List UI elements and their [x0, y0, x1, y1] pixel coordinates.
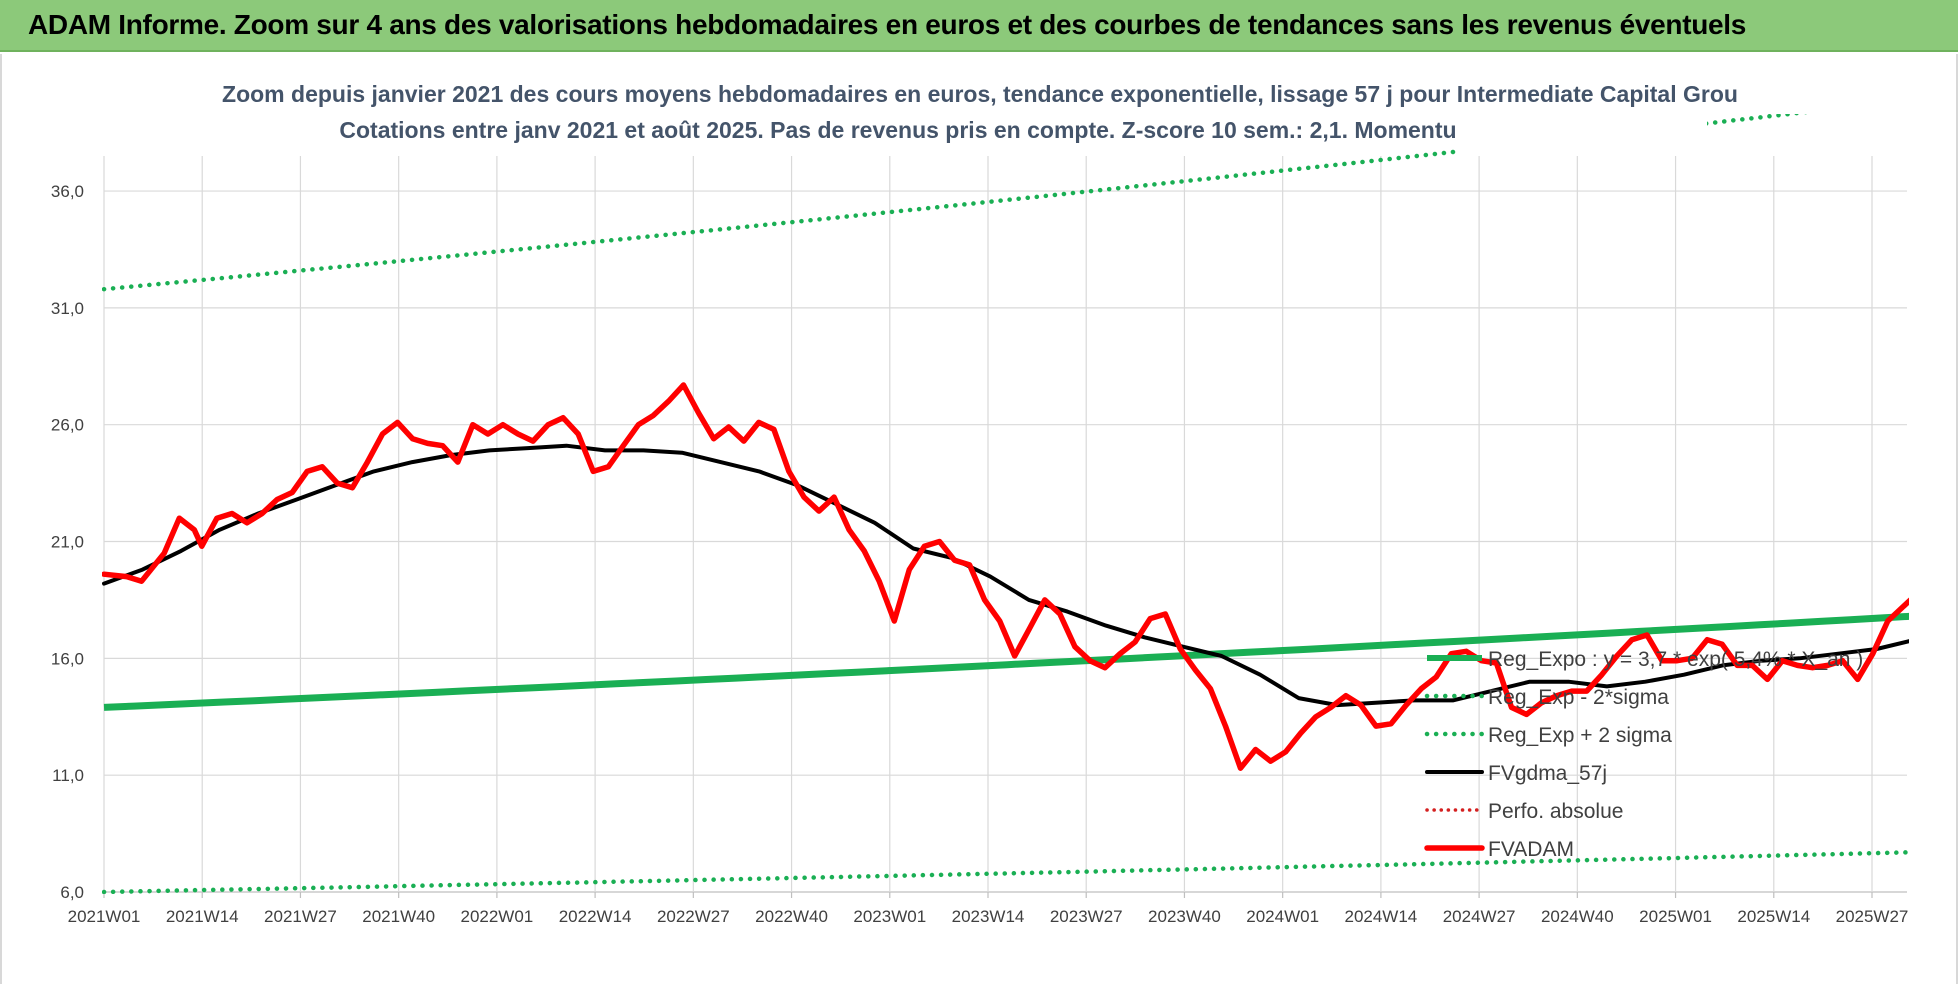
y-tick-label: 6,0 [60, 883, 84, 902]
legend-label: Reg_Expo : y = 3,7 * exp( 5,4% * X_an ) [1488, 648, 1863, 671]
x-tick-label: 2021W27 [264, 907, 337, 926]
subtitle-backdrop [1457, 114, 1707, 154]
x-tick-label: 2024W14 [1344, 907, 1417, 926]
x-tick-label: 2022W40 [755, 907, 828, 926]
x-tick-label: 2025W27 [1836, 907, 1909, 926]
x-tick-label: 2022W01 [460, 907, 533, 926]
x-axis: 2021W01 2021W14 2021W27 2021W40 2022W01 2022W… [68, 907, 1909, 926]
legend-label: FVgdma_57j [1488, 762, 1607, 785]
y-tick-label: 21,0 [51, 533, 84, 552]
x-tick-label: 2024W01 [1246, 907, 1319, 926]
legend: Reg_Expo : y = 3,7 * exp( 5,4% * X_an ) R… [1424, 648, 1863, 861]
x-tick-label: 2023W14 [952, 907, 1025, 926]
chart-frame: Zoom depuis janvier 2021 des cours moyen… [0, 54, 1958, 984]
series-group [102, 114, 1909, 894]
gridlines [103, 156, 1907, 898]
x-tick-label: 2025W01 [1639, 907, 1712, 926]
x-tick-label: 2021W40 [362, 907, 435, 926]
x-tick-label: 2025W14 [1737, 907, 1810, 926]
x-tick-label: 2021W01 [68, 907, 141, 926]
fvadam-line [102, 382, 1909, 771]
reg-exp-minus-2sigma-line [102, 850, 1909, 894]
y-tick-label: 16,0 [51, 649, 84, 668]
x-tick-label: 2024W40 [1541, 907, 1614, 926]
reg-expo-line [103, 612, 1909, 711]
x-tick-label: 2022W27 [657, 907, 730, 926]
y-axis: 6,0 11,0 16,0 21,0 26,0 31,0 36,0 [51, 182, 84, 902]
x-tick-label: 2023W01 [853, 907, 926, 926]
legend-label: Perfo. absolue [1488, 800, 1623, 823]
header-banner: ADAM Informe. Zoom sur 4 ans des valoris… [0, 0, 1958, 52]
legend-label: Reg_Exp + 2 sigma [1488, 724, 1672, 747]
legend-label: FVADAM [1488, 838, 1574, 861]
y-tick-label: 11,0 [52, 766, 84, 785]
chart-subtitle: Cotations entre janv 2021 et août 2025. … [339, 117, 1620, 143]
reg-exp-plus-2sigma-line [102, 114, 1809, 292]
x-tick-label: 2023W40 [1148, 907, 1221, 926]
y-tick-label: 26,0 [51, 416, 84, 435]
page-title: ADAM Informe. Zoom sur 4 ans des valoris… [28, 9, 1747, 40]
chart: Zoom depuis janvier 2021 des cours moyen… [51, 81, 1909, 926]
y-tick-label: 31,0 [51, 299, 84, 318]
y-tick-label: 36,0 [51, 182, 84, 201]
legend-label: Reg_Exp - 2*sigma [1488, 686, 1669, 709]
chart-title: Zoom depuis janvier 2021 des cours moyen… [222, 81, 1738, 107]
x-tick-label: 2024W27 [1443, 907, 1516, 926]
x-tick-label: 2021W14 [166, 907, 239, 926]
x-tick-label: 2023W27 [1050, 907, 1123, 926]
x-tick-label: 2022W14 [559, 907, 632, 926]
